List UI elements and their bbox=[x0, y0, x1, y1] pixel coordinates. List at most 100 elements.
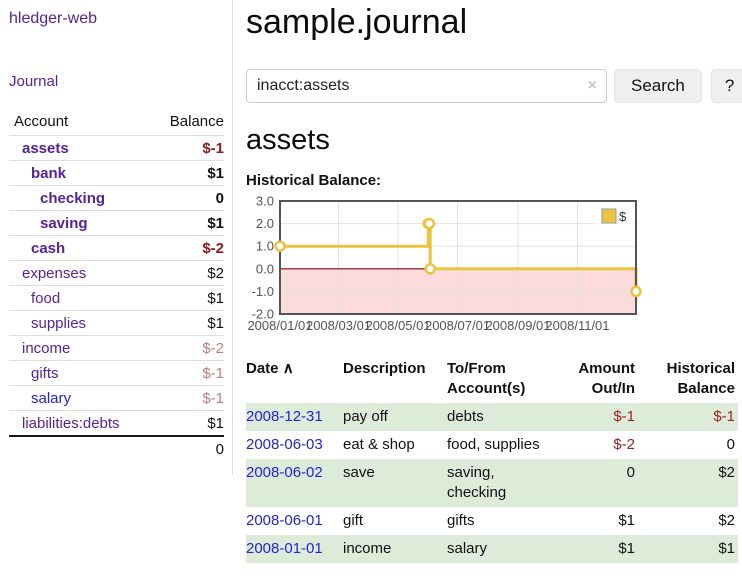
register-header-date[interactable]: Date ∧ bbox=[246, 357, 343, 403]
account-row: income $-2 bbox=[9, 335, 224, 361]
transaction-accounts: salary bbox=[447, 540, 488, 557]
register-header-balance: Historical Balance bbox=[666, 360, 735, 397]
transaction-date-link[interactable]: 2008-01-01 bbox=[246, 540, 323, 557]
svg-text:2008/11/01: 2008/11/01 bbox=[545, 318, 609, 333]
transaction-balance: $2 bbox=[718, 512, 735, 529]
account-name-cell: saving bbox=[9, 210, 154, 236]
account-balance: $-2 bbox=[153, 235, 224, 261]
account-balance: $1 bbox=[153, 310, 224, 336]
account-name-cell: supplies bbox=[9, 310, 154, 336]
accounts-table-header: Account Balance bbox=[9, 110, 224, 136]
account-name-cell: liabilities:debts bbox=[9, 410, 154, 436]
chart-legend: $ bbox=[594, 204, 634, 228]
sort-ascending-icon: ∧ bbox=[282, 360, 294, 377]
account-link[interactable]: checking bbox=[40, 190, 106, 207]
svg-text:1.0: 1.0 bbox=[256, 239, 274, 254]
account-row: expenses $2 bbox=[9, 260, 224, 286]
account-name-cell: food bbox=[9, 285, 154, 311]
account-name-cell: gifts bbox=[9, 360, 154, 386]
svg-text:2008/03/01: 2008/03/01 bbox=[306, 318, 371, 333]
transaction-amount: 0 bbox=[626, 464, 635, 481]
svg-text:2.0: 2.0 bbox=[256, 216, 274, 231]
account-link[interactable]: food bbox=[31, 290, 61, 307]
register-table: Date ∧ Description To/From Account(s) Am… bbox=[246, 357, 738, 563]
transaction-accounts: gifts bbox=[447, 512, 475, 529]
account-balance: $-1 bbox=[153, 385, 224, 411]
svg-text:-1.0: -1.0 bbox=[252, 284, 274, 299]
transaction-date-link[interactable]: 2008-06-01 bbox=[246, 512, 323, 529]
search-form: × Search ? bbox=[246, 69, 742, 103]
account-name-cell: cash bbox=[9, 235, 154, 261]
transaction-balance: $-1 bbox=[713, 408, 735, 425]
account-row: assets $-1 bbox=[9, 135, 224, 161]
chart-heading: Historical Balance: bbox=[246, 172, 382, 189]
svg-text:2008/07/01: 2008/07/01 bbox=[425, 318, 490, 333]
svg-text:2008/01/01: 2008/01/01 bbox=[247, 318, 312, 333]
account-row: gifts $-1 bbox=[9, 360, 224, 386]
transaction-accounts: food, supplies bbox=[447, 436, 540, 453]
transaction-row: 2008-06-03 eat & shop food, supplies $-2… bbox=[246, 431, 738, 459]
transaction-description: gift bbox=[343, 512, 364, 529]
transaction-date-link[interactable]: 2008-12-31 bbox=[246, 408, 323, 425]
brand-link[interactable]: hledger-web bbox=[9, 10, 98, 27]
svg-text:3.0: 3.0 bbox=[256, 194, 274, 209]
search-input-wrap: × bbox=[246, 69, 607, 103]
transaction-row: 2008-06-01 gift gifts $1 $2 bbox=[246, 507, 738, 535]
account-row: saving $1 bbox=[9, 210, 224, 236]
search-input[interactable] bbox=[246, 69, 607, 103]
account-link[interactable]: liabilities:debts bbox=[22, 415, 120, 432]
accounts-total-spacer bbox=[9, 435, 154, 461]
transaction-date-link[interactable]: 2008-06-03 bbox=[246, 436, 323, 453]
account-balance: $-2 bbox=[153, 335, 224, 361]
account-row: salary $-1 bbox=[9, 385, 224, 411]
transaction-accounts: debts bbox=[447, 408, 484, 425]
sidebar-item-journal[interactable]: Journal bbox=[9, 73, 59, 90]
transaction-date-cell: 2008-06-02 bbox=[246, 459, 343, 507]
search-button[interactable]: Search bbox=[614, 69, 702, 103]
register-header-row: Date ∧ Description To/From Account(s) Am… bbox=[246, 357, 738, 403]
account-balance: $1 bbox=[153, 160, 224, 186]
account-balance: 0 bbox=[153, 185, 224, 211]
page-title: sample.journal bbox=[246, 3, 468, 41]
transaction-description: pay off bbox=[343, 408, 388, 425]
transaction-date-cell: 2008-01-01 bbox=[246, 535, 343, 563]
register-header-date-label: Date bbox=[246, 360, 279, 377]
sidebar: hledger-web Journal Account Balance asse… bbox=[0, 0, 233, 475]
register-table-body: 2008-12-31 pay off debts $-1 $-1 2008-06… bbox=[246, 403, 738, 563]
account-balance: $1 bbox=[153, 285, 224, 311]
clear-search-icon[interactable]: × bbox=[587, 77, 597, 94]
account-link[interactable]: income bbox=[22, 340, 71, 357]
account-link[interactable]: saving bbox=[40, 215, 88, 232]
account-row: cash $-2 bbox=[9, 235, 224, 261]
transaction-balance: 0 bbox=[726, 436, 735, 453]
account-link[interactable]: gifts bbox=[31, 365, 59, 382]
accounts-table: Account Balance assets $-1 bank $1 check… bbox=[9, 110, 224, 461]
accounts-header-account: Account bbox=[14, 113, 69, 130]
help-button[interactable]: ? bbox=[710, 69, 742, 103]
transaction-amount: $1 bbox=[618, 540, 635, 557]
transaction-date-link[interactable]: 2008-06-02 bbox=[246, 464, 323, 481]
account-name-cell: assets bbox=[9, 135, 154, 161]
account-link[interactable]: salary bbox=[31, 390, 72, 407]
account-name-cell: expenses bbox=[9, 260, 154, 286]
historical-balance-chart: $3.0 2.0 1.0 0.0 -1.0 -2.0 2008/01/01 2008/03/0… bbox=[246, 194, 742, 340]
account-link[interactable]: cash bbox=[31, 240, 66, 257]
account-link[interactable]: supplies bbox=[31, 315, 87, 332]
hledger-web-app: hledger-web Journal Account Balance asse… bbox=[0, 0, 742, 563]
transaction-amount: $-2 bbox=[613, 436, 635, 453]
svg-text:2008/09/01: 2008/09/01 bbox=[485, 318, 550, 333]
svg-text:2008/05/01: 2008/05/01 bbox=[365, 318, 430, 333]
accounts-header-balance: Balance bbox=[169, 113, 224, 130]
transaction-row: 2008-06-02 save saving, checking 0 $2 bbox=[246, 459, 738, 507]
accounts-table-body: assets $-1 bank $1 checking 0 saving $1 … bbox=[9, 135, 224, 436]
transaction-row: 2008-12-31 pay off debts $-1 $-1 bbox=[246, 403, 738, 431]
account-balance: $2 bbox=[153, 260, 224, 286]
account-link[interactable]: assets bbox=[22, 140, 69, 157]
account-link[interactable]: bank bbox=[31, 165, 67, 182]
account-name-cell: income bbox=[9, 335, 154, 361]
transaction-date-cell: 2008-06-03 bbox=[246, 431, 343, 459]
transaction-amount: $1 bbox=[618, 512, 635, 529]
account-link[interactable]: expenses bbox=[22, 265, 87, 282]
account-row: supplies $1 bbox=[9, 310, 224, 336]
account-row: liabilities:debts $1 bbox=[9, 410, 224, 436]
